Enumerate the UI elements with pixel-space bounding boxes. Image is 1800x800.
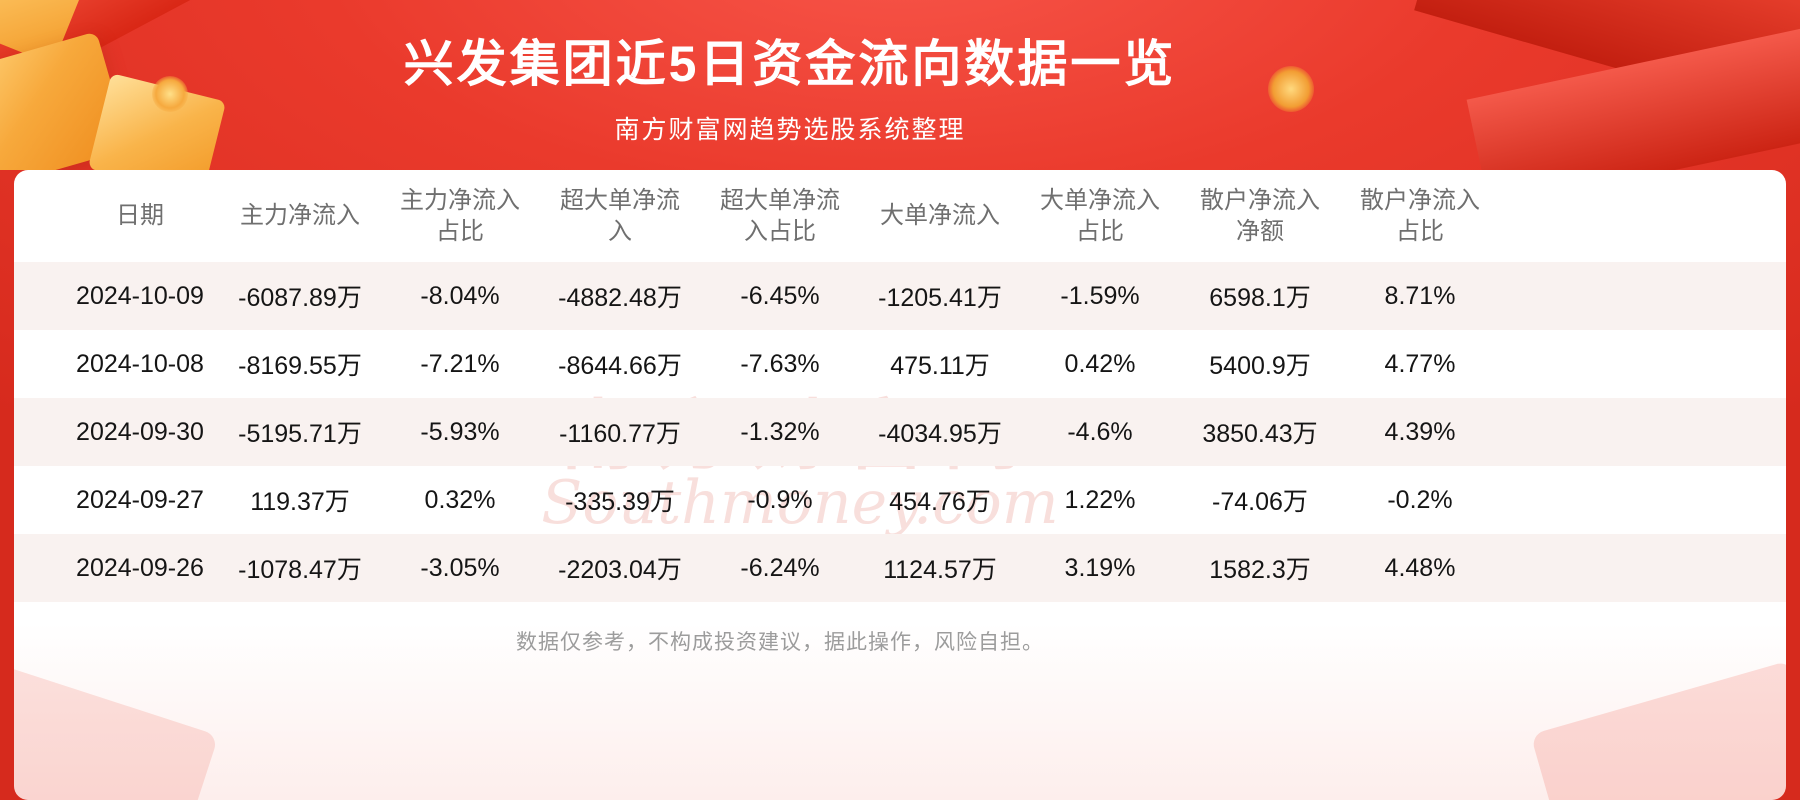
table-cell: -6.45% <box>740 281 820 310</box>
column-header: 主力净流入占比 <box>380 185 540 247</box>
column-header-label: 主力净流入占比 <box>399 186 520 245</box>
table-cell: 1582.3万 <box>1209 556 1311 584</box>
disclaimer-text: 数据仅参考，不构成投资建议，据此操作，风险自担。 <box>516 631 1044 654</box>
table-cell: -6087.89万 <box>238 284 362 312</box>
column-header: 大单净流入占比 <box>1020 185 1180 247</box>
column-header-label: 大单净流入占比 <box>1039 186 1160 245</box>
bottom-right-decoration <box>1530 660 1786 800</box>
date-cell: 2024-10-08 <box>76 349 204 378</box>
date-cell: 2024-09-27 <box>76 485 204 514</box>
column-header-label: 散户净流入净额 <box>1199 186 1320 245</box>
table-cell: 475.11万 <box>890 352 990 380</box>
glow-right-icon <box>1268 66 1314 112</box>
table-cell: -7.21% <box>420 349 500 378</box>
table-cell: 4.39% <box>1384 417 1456 446</box>
table-cell: -74.06万 <box>1212 488 1308 516</box>
table-cell: -1205.41万 <box>878 284 1002 312</box>
table-cell: 0.42% <box>1064 349 1136 378</box>
date-cell: 2024-10-09 <box>76 281 204 310</box>
table-cell: -1.32% <box>740 417 820 446</box>
table-cell: -7.63% <box>740 349 820 378</box>
table-cell: -6.24% <box>740 553 820 582</box>
column-header-label: 日期 <box>116 202 164 230</box>
column-header-label: 超大单净流入占比 <box>719 186 840 245</box>
column-header: 散户净流入净额 <box>1180 185 1340 247</box>
table-cell: -8169.55万 <box>238 352 362 380</box>
table-cell: 6598.1万 <box>1209 284 1311 312</box>
page-subtitle: 南方财富网趋势选股系统整理 <box>614 116 966 144</box>
table-cell: -0.9% <box>747 485 813 514</box>
date-cell: 2024-09-30 <box>76 417 204 446</box>
date-cell: 2024-09-26 <box>76 553 204 582</box>
column-header-label: 超大单净流入 <box>559 186 680 245</box>
table-cell: 5400.9万 <box>1209 352 1311 380</box>
table-cell: 4.48% <box>1384 553 1456 582</box>
table-row: 2024-09-26 -1078.47万 -3.05% -2203.04万 -6… <box>14 534 1786 602</box>
table-row: 2024-09-27 119.37万 0.32% -335.39万 -0.9% … <box>14 466 1786 534</box>
column-header: 大单净流入 <box>860 200 1020 231</box>
bottom-left-decoration <box>14 664 219 800</box>
column-header: 日期 <box>60 200 220 231</box>
table-header-row: 日期 主力净流入 主力净流入占比 超大单净流入 超大单净流入占比 大单净流入 大… <box>14 170 1786 262</box>
table-cell: -4.6% <box>1067 417 1133 446</box>
table-cell: -335.39万 <box>565 488 675 516</box>
table-cell: 119.37万 <box>250 488 350 516</box>
column-header: 散户净流入占比 <box>1340 185 1500 247</box>
table-cell: -2203.04万 <box>558 556 682 584</box>
data-panel: 南方财富网 Southmoney.com 日期 主力净流入 主力净流入占比 超大… <box>14 170 1786 800</box>
table-cell: -0.2% <box>1387 485 1453 514</box>
table-cell: 1124.57万 <box>883 556 997 584</box>
column-header: 主力净流入 <box>220 200 380 231</box>
table-cell: -1078.47万 <box>238 556 362 584</box>
table-cell: -8644.66万 <box>558 352 682 380</box>
table-cell: -5.93% <box>420 417 500 446</box>
table-cell: -4034.95万 <box>878 420 1002 448</box>
table-cell: 454.76万 <box>889 488 991 516</box>
table-cell: 8.71% <box>1384 281 1456 310</box>
glow-left-icon <box>152 76 188 112</box>
table-cell: 4.77% <box>1384 349 1456 378</box>
column-header: 超大单净流入占比 <box>700 185 860 247</box>
table-cell: -1160.77万 <box>559 420 681 448</box>
table-cell: -4882.48万 <box>558 284 682 312</box>
table-cell: -8.04% <box>420 281 500 310</box>
banner: 兴发集团近5日资金流向数据一览 南方财富网趋势选股系统整理 <box>0 0 1800 170</box>
column-header-label: 大单净流入 <box>880 202 1000 230</box>
table-cell: 3850.43万 <box>1202 420 1318 448</box>
column-header: 超大单净流入 <box>540 185 700 247</box>
column-header-label: 主力净流入 <box>240 202 360 230</box>
table-cell: -5195.71万 <box>238 420 362 448</box>
table-row: 2024-10-08 -8169.55万 -7.21% -8644.66万 -7… <box>14 330 1786 398</box>
table-cell: 3.19% <box>1064 553 1136 582</box>
table-cell: -1.59% <box>1060 281 1140 310</box>
column-header-label: 散户净流入占比 <box>1359 186 1480 245</box>
table-cell: 1.22% <box>1064 485 1136 514</box>
table-cell: 0.32% <box>424 485 496 514</box>
table-cell: -3.05% <box>420 553 500 582</box>
table-row: 2024-10-09 -6087.89万 -8.04% -4882.48万 -6… <box>14 262 1786 330</box>
table-row: 2024-09-30 -5195.71万 -5.93% -1160.77万 -1… <box>14 398 1786 466</box>
page-title: 兴发集团近5日资金流向数据一览 <box>403 36 1177 92</box>
